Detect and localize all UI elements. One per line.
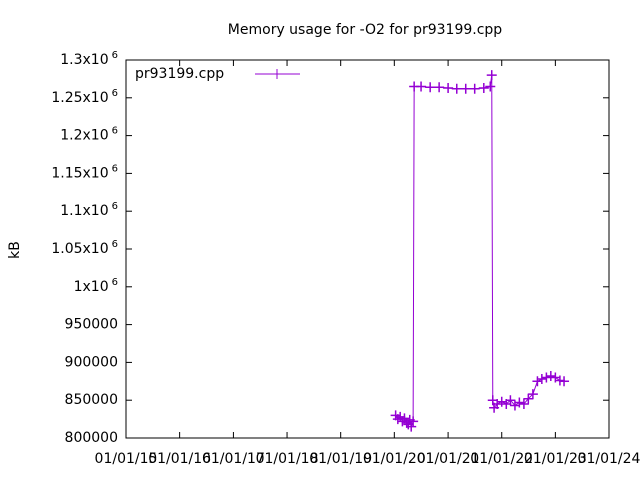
y-tick-label-base: 1.15x10 [51,165,108,181]
point [496,396,507,407]
y-tick-label: 1.3x10 6 [60,50,118,68]
x-tick-label: 01/01/20 [363,451,426,467]
point [395,411,406,422]
point [541,372,552,383]
point [460,83,471,94]
point [485,81,496,92]
y-tick-label-base: 1x10 [74,279,109,295]
y-tick-label: 1.1x10 6 [60,201,118,219]
point [486,70,497,81]
point [469,83,480,94]
y-tick-label-base: 1.05x10 [51,241,108,257]
point [536,374,547,385]
point [478,82,489,93]
y-tick-label-base: 1.25x10 [51,90,108,106]
y-tick-label: 900000 [65,354,118,370]
y-axis-label: kB [7,241,23,259]
y-tick-label: 1x10 6 [74,277,118,295]
y-tick-label-exp: 6 [112,201,118,212]
y-tick-label-exp: 6 [112,126,118,137]
y-tick-label: 1.25x10 6 [51,88,118,106]
point [505,395,516,406]
x-tick-label: 01/01/22 [470,451,533,467]
point [554,375,565,386]
point [514,397,525,408]
point [532,376,543,387]
series-line [395,75,565,429]
legend-marker [272,69,282,79]
y-tick-label: 1.05x10 6 [51,239,118,257]
x-tick-label: 01/01/23 [524,451,587,467]
point [545,371,556,382]
point [492,398,503,409]
point [443,82,454,93]
point [408,416,419,427]
y-tick-label: 1.2x10 6 [60,126,118,144]
point [559,376,570,387]
x-tick-label: 01/01/16 [148,451,211,467]
point [399,413,410,424]
point [527,389,538,400]
x-tick-label: 01/01/21 [417,451,480,467]
y-tick-label-exp: 6 [112,88,118,99]
x-tick-label: 01/01/18 [256,451,319,467]
x-tick-label: 01/01/19 [309,451,372,467]
y-tick-label: 800000 [65,430,118,446]
y-tick-label-exp: 6 [112,163,118,174]
y-tick-label-exp: 6 [112,239,118,250]
legend-label: pr93199.cpp [135,66,224,82]
chart-title: Memory usage for -O2 for pr93199.cpp [228,22,503,38]
y-tick-label-exp: 6 [112,277,118,288]
point [451,83,462,94]
point [425,82,436,93]
y-tick-label: 1.15x10 6 [51,163,118,181]
point [416,81,427,92]
point [392,414,403,425]
y-tick-label: 950000 [65,317,118,333]
point [523,393,534,404]
point [518,398,529,409]
y-tick-label-base: 1.1x10 [60,203,108,219]
y-tick-label-base: 1.2x10 [60,128,108,144]
x-tick-label: 01/01/24 [578,451,640,467]
y-tick-label-exp: 6 [112,50,118,61]
x-tick-label: 01/01/17 [202,451,265,467]
y-tick-label: 850000 [65,392,118,408]
y-tick-label-base: 1.3x10 [60,52,108,68]
point [406,421,417,432]
point [434,82,445,93]
x-tick-label: 01/01/15 [95,451,158,467]
